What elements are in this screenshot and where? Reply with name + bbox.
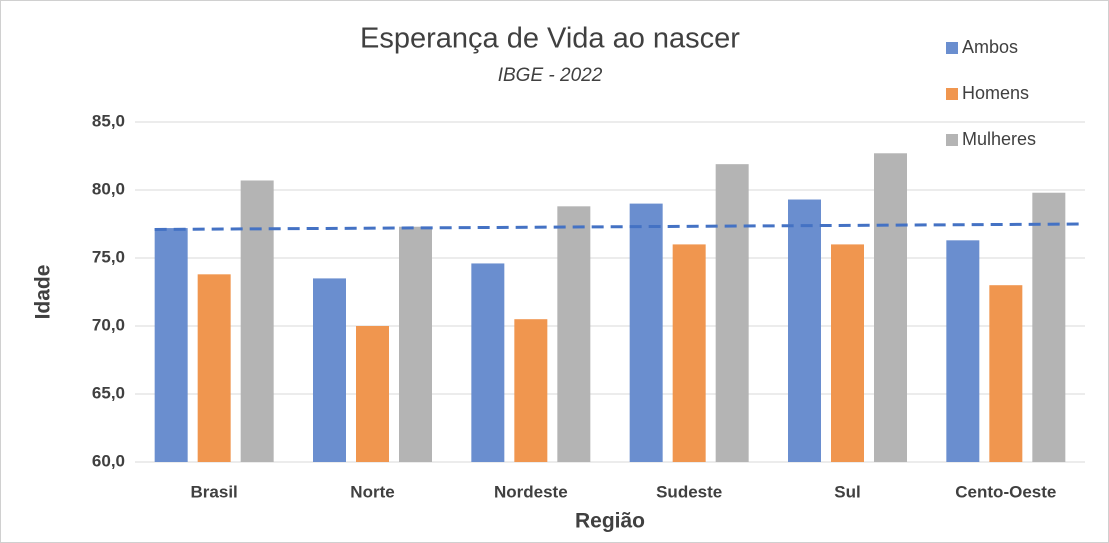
x-axis-label: Região: [575, 510, 645, 533]
y-tick-label: 85,0: [92, 111, 125, 130]
legend-label: Ambos: [962, 37, 1018, 57]
chart-subtitle: IBGE - 2022: [498, 65, 603, 86]
bar: [240, 180, 274, 463]
bar: [514, 319, 548, 462]
bar: [989, 285, 1023, 462]
bar: [1032, 192, 1066, 462]
x-tick-label: Brasil: [191, 482, 238, 501]
bar: [313, 278, 346, 462]
x-tick-label: Sul: [834, 482, 860, 501]
x-tick-label: Nordeste: [494, 482, 568, 501]
bar: [715, 164, 749, 462]
y-tick-label: 65,0: [92, 383, 125, 402]
bar: [197, 274, 231, 462]
bar: [788, 199, 821, 462]
bar: [629, 203, 663, 462]
y-tick-label: 70,0: [92, 315, 125, 334]
bar: [356, 326, 389, 462]
x-tick-label: Cento-Oeste: [955, 482, 1056, 501]
bar: [154, 228, 188, 462]
bar: [874, 153, 907, 462]
legend-swatch: [946, 88, 958, 100]
x-tick-label: Sudeste: [656, 482, 722, 501]
bar: [946, 240, 980, 462]
y-tick-label: 75,0: [92, 247, 125, 266]
bar: [471, 263, 505, 462]
chart-title: Esperança de Vida ao nascer: [360, 23, 740, 55]
legend-label: Mulheres: [962, 129, 1036, 149]
bar: [399, 226, 432, 462]
y-tick-label: 60,0: [92, 451, 125, 470]
bar: [831, 244, 864, 462]
trendline: [154, 222, 1086, 231]
x-tick-label: Norte: [350, 482, 394, 501]
y-tick-label: 80,0: [92, 179, 125, 198]
bar: [557, 206, 591, 462]
legend-swatch: [946, 134, 958, 146]
bar: [672, 244, 706, 462]
y-axis-label: Idade: [32, 265, 55, 320]
legend-label: Homens: [962, 83, 1029, 103]
legend-swatch: [946, 42, 958, 54]
